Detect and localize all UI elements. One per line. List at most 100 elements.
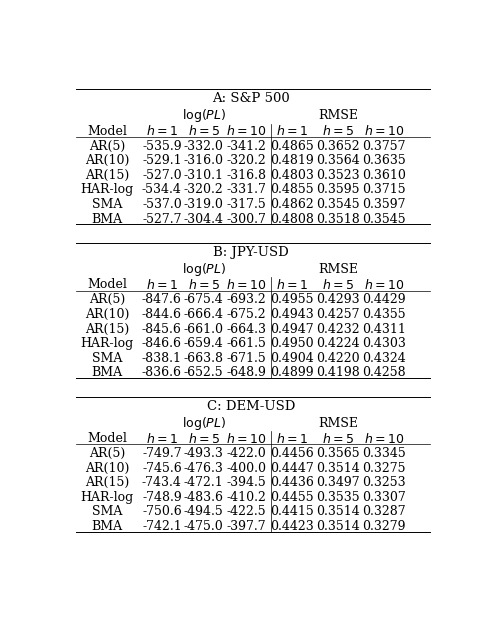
Text: -332.0: -332.0 [184, 139, 223, 153]
Text: 0.4862: 0.4862 [270, 198, 314, 211]
Text: -410.2: -410.2 [227, 491, 267, 504]
Text: 0.4429: 0.4429 [362, 293, 406, 306]
Text: RMSE: RMSE [318, 109, 358, 123]
Text: 0.4355: 0.4355 [362, 308, 406, 321]
Text: AR(10): AR(10) [85, 308, 129, 321]
Text: -743.4: -743.4 [142, 476, 182, 489]
Text: 0.3715: 0.3715 [362, 184, 406, 196]
Text: -693.2: -693.2 [227, 293, 267, 306]
Text: -661.0: -661.0 [184, 322, 223, 336]
Text: BMA: BMA [91, 367, 122, 379]
Text: 0.4855: 0.4855 [270, 184, 314, 196]
Text: $h = 5$: $h = 5$ [321, 278, 354, 292]
Text: -749.7: -749.7 [142, 447, 182, 460]
Text: AR(5): AR(5) [89, 293, 125, 306]
Text: 0.3497: 0.3497 [316, 476, 360, 489]
Text: 0.4456: 0.4456 [270, 447, 314, 460]
Text: -475.0: -475.0 [184, 520, 223, 533]
Text: -663.8: -663.8 [184, 352, 223, 365]
Text: 0.3514: 0.3514 [316, 462, 360, 474]
Text: 0.4943: 0.4943 [270, 308, 314, 321]
Text: -652.5: -652.5 [184, 367, 223, 379]
Text: -422.0: -422.0 [227, 447, 267, 460]
Text: 0.4423: 0.4423 [270, 520, 314, 533]
Text: 0.4232: 0.4232 [316, 322, 360, 336]
Text: -750.6: -750.6 [142, 505, 182, 519]
Text: -316.8: -316.8 [226, 169, 267, 182]
Text: $h = 1$: $h = 1$ [276, 278, 308, 292]
Text: BMA: BMA [91, 520, 122, 533]
Text: SMA: SMA [92, 198, 122, 211]
Text: 0.4447: 0.4447 [270, 462, 314, 474]
Text: $h = 1$: $h = 1$ [146, 124, 178, 138]
Text: -659.4: -659.4 [184, 337, 223, 350]
Text: -529.1: -529.1 [142, 154, 182, 167]
Text: $h = 5$: $h = 5$ [321, 431, 354, 446]
Text: 0.3514: 0.3514 [316, 520, 360, 533]
Text: 0.3275: 0.3275 [362, 462, 406, 474]
Text: 0.4303: 0.4303 [362, 337, 406, 350]
Text: $h = 1$: $h = 1$ [146, 278, 178, 292]
Text: -838.1: -838.1 [142, 352, 182, 365]
Text: 0.4415: 0.4415 [270, 505, 314, 519]
Text: 0.4455: 0.4455 [270, 491, 314, 504]
Text: 0.3253: 0.3253 [362, 476, 406, 489]
Text: -310.1: -310.1 [184, 169, 223, 182]
Text: -836.6: -836.6 [142, 367, 182, 379]
Text: -845.6: -845.6 [142, 322, 182, 336]
Text: -664.3: -664.3 [226, 322, 267, 336]
Text: 0.3307: 0.3307 [362, 491, 406, 504]
Text: HAR-log: HAR-log [80, 491, 133, 504]
Text: AR(15): AR(15) [85, 322, 129, 336]
Text: B: JPY-USD: B: JPY-USD [213, 246, 289, 259]
Text: 0.3345: 0.3345 [362, 447, 406, 460]
Text: 0.3279: 0.3279 [362, 520, 406, 533]
Text: 0.4950: 0.4950 [270, 337, 314, 350]
Text: AR(5): AR(5) [89, 447, 125, 460]
Text: -397.7: -397.7 [227, 520, 267, 533]
Text: 0.3597: 0.3597 [362, 198, 406, 211]
Text: 0.4258: 0.4258 [362, 367, 406, 379]
Text: AR(15): AR(15) [85, 169, 129, 182]
Text: -304.4: -304.4 [184, 213, 223, 225]
Text: Model: Model [87, 432, 127, 445]
Text: -494.5: -494.5 [184, 505, 223, 519]
Text: -742.1: -742.1 [142, 520, 182, 533]
Text: 0.4803: 0.4803 [270, 169, 314, 182]
Text: A: S&P 500: A: S&P 500 [212, 92, 290, 105]
Text: 0.4819: 0.4819 [270, 154, 314, 167]
Text: -331.7: -331.7 [227, 184, 267, 196]
Text: 0.4865: 0.4865 [270, 139, 314, 153]
Text: -661.5: -661.5 [227, 337, 267, 350]
Text: $h = 10$: $h = 10$ [364, 124, 404, 138]
Text: 0.3595: 0.3595 [316, 184, 360, 196]
Text: -537.0: -537.0 [142, 198, 182, 211]
Text: $h = 10$: $h = 10$ [226, 431, 267, 446]
Text: 0.3287: 0.3287 [362, 505, 406, 519]
Text: -483.6: -483.6 [184, 491, 223, 504]
Text: -745.6: -745.6 [142, 462, 182, 474]
Text: -666.4: -666.4 [184, 308, 223, 321]
Text: 0.4324: 0.4324 [362, 352, 406, 365]
Text: $h = 10$: $h = 10$ [364, 278, 404, 292]
Text: -847.6: -847.6 [142, 293, 182, 306]
Text: $h = 1$: $h = 1$ [276, 431, 308, 446]
Text: $h = 10$: $h = 10$ [226, 124, 267, 138]
Text: 0.3610: 0.3610 [362, 169, 406, 182]
Text: SMA: SMA [92, 352, 122, 365]
Text: -748.9: -748.9 [142, 491, 182, 504]
Text: -648.9: -648.9 [227, 367, 267, 379]
Text: SMA: SMA [92, 505, 122, 519]
Text: 0.4198: 0.4198 [316, 367, 360, 379]
Text: 0.4293: 0.4293 [316, 293, 360, 306]
Text: AR(10): AR(10) [85, 462, 129, 474]
Text: $\log(PL)$: $\log(PL)$ [182, 261, 226, 278]
Text: -476.3: -476.3 [184, 462, 223, 474]
Text: -534.4: -534.4 [142, 184, 182, 196]
Text: -535.9: -535.9 [142, 139, 182, 153]
Text: -844.6: -844.6 [142, 308, 182, 321]
Text: 0.3652: 0.3652 [316, 139, 360, 153]
Text: 0.3565: 0.3565 [316, 447, 360, 460]
Text: -317.5: -317.5 [227, 198, 267, 211]
Text: -846.6: -846.6 [142, 337, 182, 350]
